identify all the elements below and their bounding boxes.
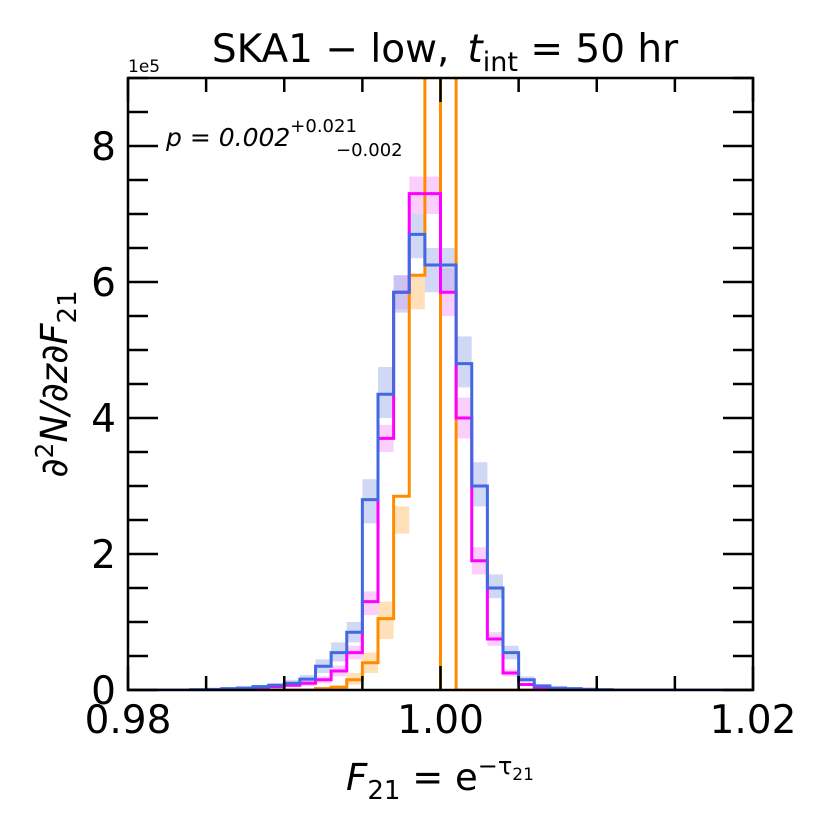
error-band-blue-19: [424, 248, 441, 293]
y-tick-label: 4: [91, 397, 116, 442]
y-tick-label: 8: [91, 125, 116, 170]
error-bands: [190, 176, 613, 690]
error-band-orange-17: [393, 506, 410, 534]
x-tick-label: 1.00: [397, 698, 484, 743]
y-axis-label: ∂2N/∂z∂F21: [30, 290, 83, 477]
error-band-blue-17: [393, 275, 410, 313]
y-tick-label: 6: [91, 261, 116, 306]
error-band-blue-18: [409, 214, 425, 259]
x-axis-label: F21 = e−τ21: [346, 752, 534, 806]
error-band-orange-16: [378, 601, 394, 639]
error-band-blue-23: [487, 574, 503, 599]
y-tick-label: 0: [91, 669, 116, 714]
error-band-blue-15: [362, 479, 378, 524]
chart-title: SKA1 − low, tint = 50 hr: [212, 27, 679, 78]
error-band-magenta-18: [409, 176, 425, 214]
error-band-blue-20: [440, 248, 457, 293]
error-band-magenta-15: [362, 591, 378, 616]
error-band-blue-22: [471, 462, 488, 507]
tick-marks: [126, 76, 755, 692]
x-tick-label: 1.02: [710, 698, 797, 743]
tick-labels: 0.98 1.00 1.02 0 2 4 6 8: [85, 125, 797, 743]
error-band-orange-18: [409, 275, 425, 310]
error-band-blue-16: [378, 367, 394, 418]
y-tick-label: 2: [91, 533, 116, 578]
probability-annotation-lower: −0.002: [336, 140, 403, 161]
x-tick-label: 0.98: [85, 698, 172, 743]
histogram-line-orange: [128, 78, 753, 690]
error-band-blue-21: [456, 336, 472, 388]
offset-label: 1e5: [128, 57, 160, 77]
error-band-magenta-19: [424, 176, 441, 214]
probability-annotation: p = 0.002+0.021: [165, 116, 357, 152]
